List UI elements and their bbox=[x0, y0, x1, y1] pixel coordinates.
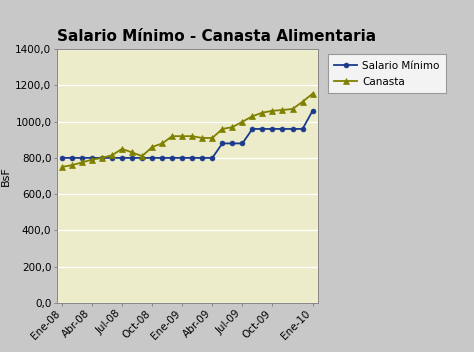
Salario Mínimo bbox=[280, 127, 285, 131]
Canasta bbox=[159, 141, 165, 145]
Line: Canasta: Canasta bbox=[59, 91, 315, 170]
Canasta bbox=[210, 136, 215, 140]
Salario Mínimo bbox=[69, 156, 75, 160]
Salario Mínimo bbox=[260, 127, 265, 131]
Canasta bbox=[280, 108, 285, 112]
Salario Mínimo bbox=[229, 141, 235, 145]
Salario Mínimo bbox=[270, 127, 275, 131]
Canasta bbox=[59, 165, 65, 169]
Salario Mínimo bbox=[219, 141, 225, 145]
Salario Mínimo bbox=[89, 156, 95, 160]
Canasta bbox=[119, 147, 125, 151]
Salario Mínimo bbox=[169, 156, 175, 160]
Salario Mínimo bbox=[159, 156, 165, 160]
Salario Mínimo bbox=[99, 156, 105, 160]
Canasta bbox=[250, 114, 255, 118]
Salario Mínimo bbox=[250, 127, 255, 131]
Canasta bbox=[200, 136, 205, 140]
Salario Mínimo bbox=[139, 156, 145, 160]
Canasta bbox=[109, 153, 115, 157]
Y-axis label: BsF: BsF bbox=[1, 166, 11, 186]
Canasta bbox=[129, 150, 135, 155]
Salario Mínimo bbox=[59, 156, 65, 160]
Canasta bbox=[239, 120, 245, 124]
Salario Mínimo bbox=[179, 156, 185, 160]
Canasta bbox=[190, 134, 195, 138]
Line: Salario Mínimo: Salario Mínimo bbox=[59, 108, 315, 160]
Salario Mínimo bbox=[109, 156, 115, 160]
Canasta bbox=[260, 111, 265, 115]
Salario Mínimo bbox=[119, 156, 125, 160]
Canasta bbox=[169, 134, 175, 138]
Canasta bbox=[270, 109, 275, 113]
Canasta bbox=[79, 160, 85, 164]
Canasta bbox=[99, 156, 105, 160]
Canasta bbox=[219, 127, 225, 131]
Salario Mínimo bbox=[300, 127, 305, 131]
Salario Mínimo bbox=[190, 156, 195, 160]
Canasta bbox=[139, 154, 145, 158]
Salario Mínimo bbox=[79, 156, 85, 160]
Canasta bbox=[290, 107, 295, 111]
Canasta bbox=[69, 163, 75, 167]
Canasta bbox=[149, 145, 155, 149]
Canasta bbox=[179, 134, 185, 138]
Text: Salario Mínimo - Canasta Alimentaria: Salario Mínimo - Canasta Alimentaria bbox=[57, 29, 376, 44]
Salario Mínimo bbox=[239, 141, 245, 145]
Salario Mínimo bbox=[129, 156, 135, 160]
Salario Mínimo bbox=[310, 109, 315, 113]
Salario Mínimo bbox=[149, 156, 155, 160]
Salario Mínimo bbox=[200, 156, 205, 160]
Canasta bbox=[300, 100, 305, 104]
Canasta bbox=[89, 158, 95, 162]
Salario Mínimo bbox=[210, 156, 215, 160]
Canasta bbox=[229, 125, 235, 129]
Legend: Salario Mínimo, Canasta: Salario Mínimo, Canasta bbox=[328, 55, 446, 93]
Canasta bbox=[310, 92, 315, 96]
Salario Mínimo bbox=[290, 127, 295, 131]
